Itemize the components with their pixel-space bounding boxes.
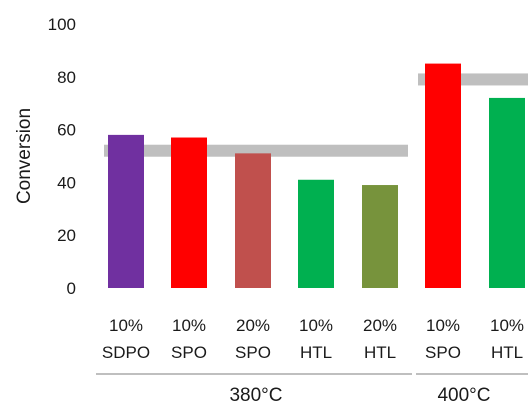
reference-lines: [104, 73, 528, 157]
y-tick-label: 40: [57, 173, 76, 192]
category-label-line1: 20%: [363, 316, 397, 335]
category-label-line1: 10%: [109, 316, 143, 335]
category-label-line2: HTL: [364, 343, 396, 362]
y-tick-label: 80: [57, 68, 76, 87]
category-labels: 10% SDPO 10% SPO 20% SPO 10% HTL 20% HTL 10% SPO 10%…: [102, 316, 524, 362]
category-label-line1: 10%: [172, 316, 206, 335]
category-label-line1: 10%: [299, 316, 333, 335]
category-label-line2: SDPO: [102, 343, 150, 362]
bar: [298, 179, 334, 288]
y-axis-ticks: 0 20 40 60 80 100: [48, 15, 76, 298]
category-label-line1: 10%: [426, 316, 460, 335]
y-tick-label: 100: [48, 15, 76, 34]
group-label: 380°C: [229, 385, 282, 406]
group-label: 400°C: [437, 385, 490, 406]
category-label-line2: HTL: [300, 343, 332, 362]
y-tick-label: 60: [57, 121, 76, 140]
category-label-line1: 20%: [236, 316, 270, 335]
bars: [108, 63, 525, 288]
category-label-line1: 10%: [490, 316, 524, 335]
group-labels: 380°C 400°C: [96, 373, 528, 406]
bar: [489, 97, 525, 288]
category-label-line2: SPO: [425, 343, 461, 362]
category-label-line2: SPO: [235, 343, 271, 362]
y-axis-label: Conversion: [14, 108, 35, 204]
bar: [171, 137, 207, 288]
category-label-line2: SPO: [171, 343, 207, 362]
bar: [235, 153, 271, 288]
bar: [108, 134, 144, 288]
y-tick-label: 20: [57, 226, 76, 245]
bar: [425, 63, 461, 288]
bar: [362, 185, 398, 288]
category-label-line2: HTL: [491, 343, 523, 362]
y-tick-label: 0: [67, 279, 76, 298]
